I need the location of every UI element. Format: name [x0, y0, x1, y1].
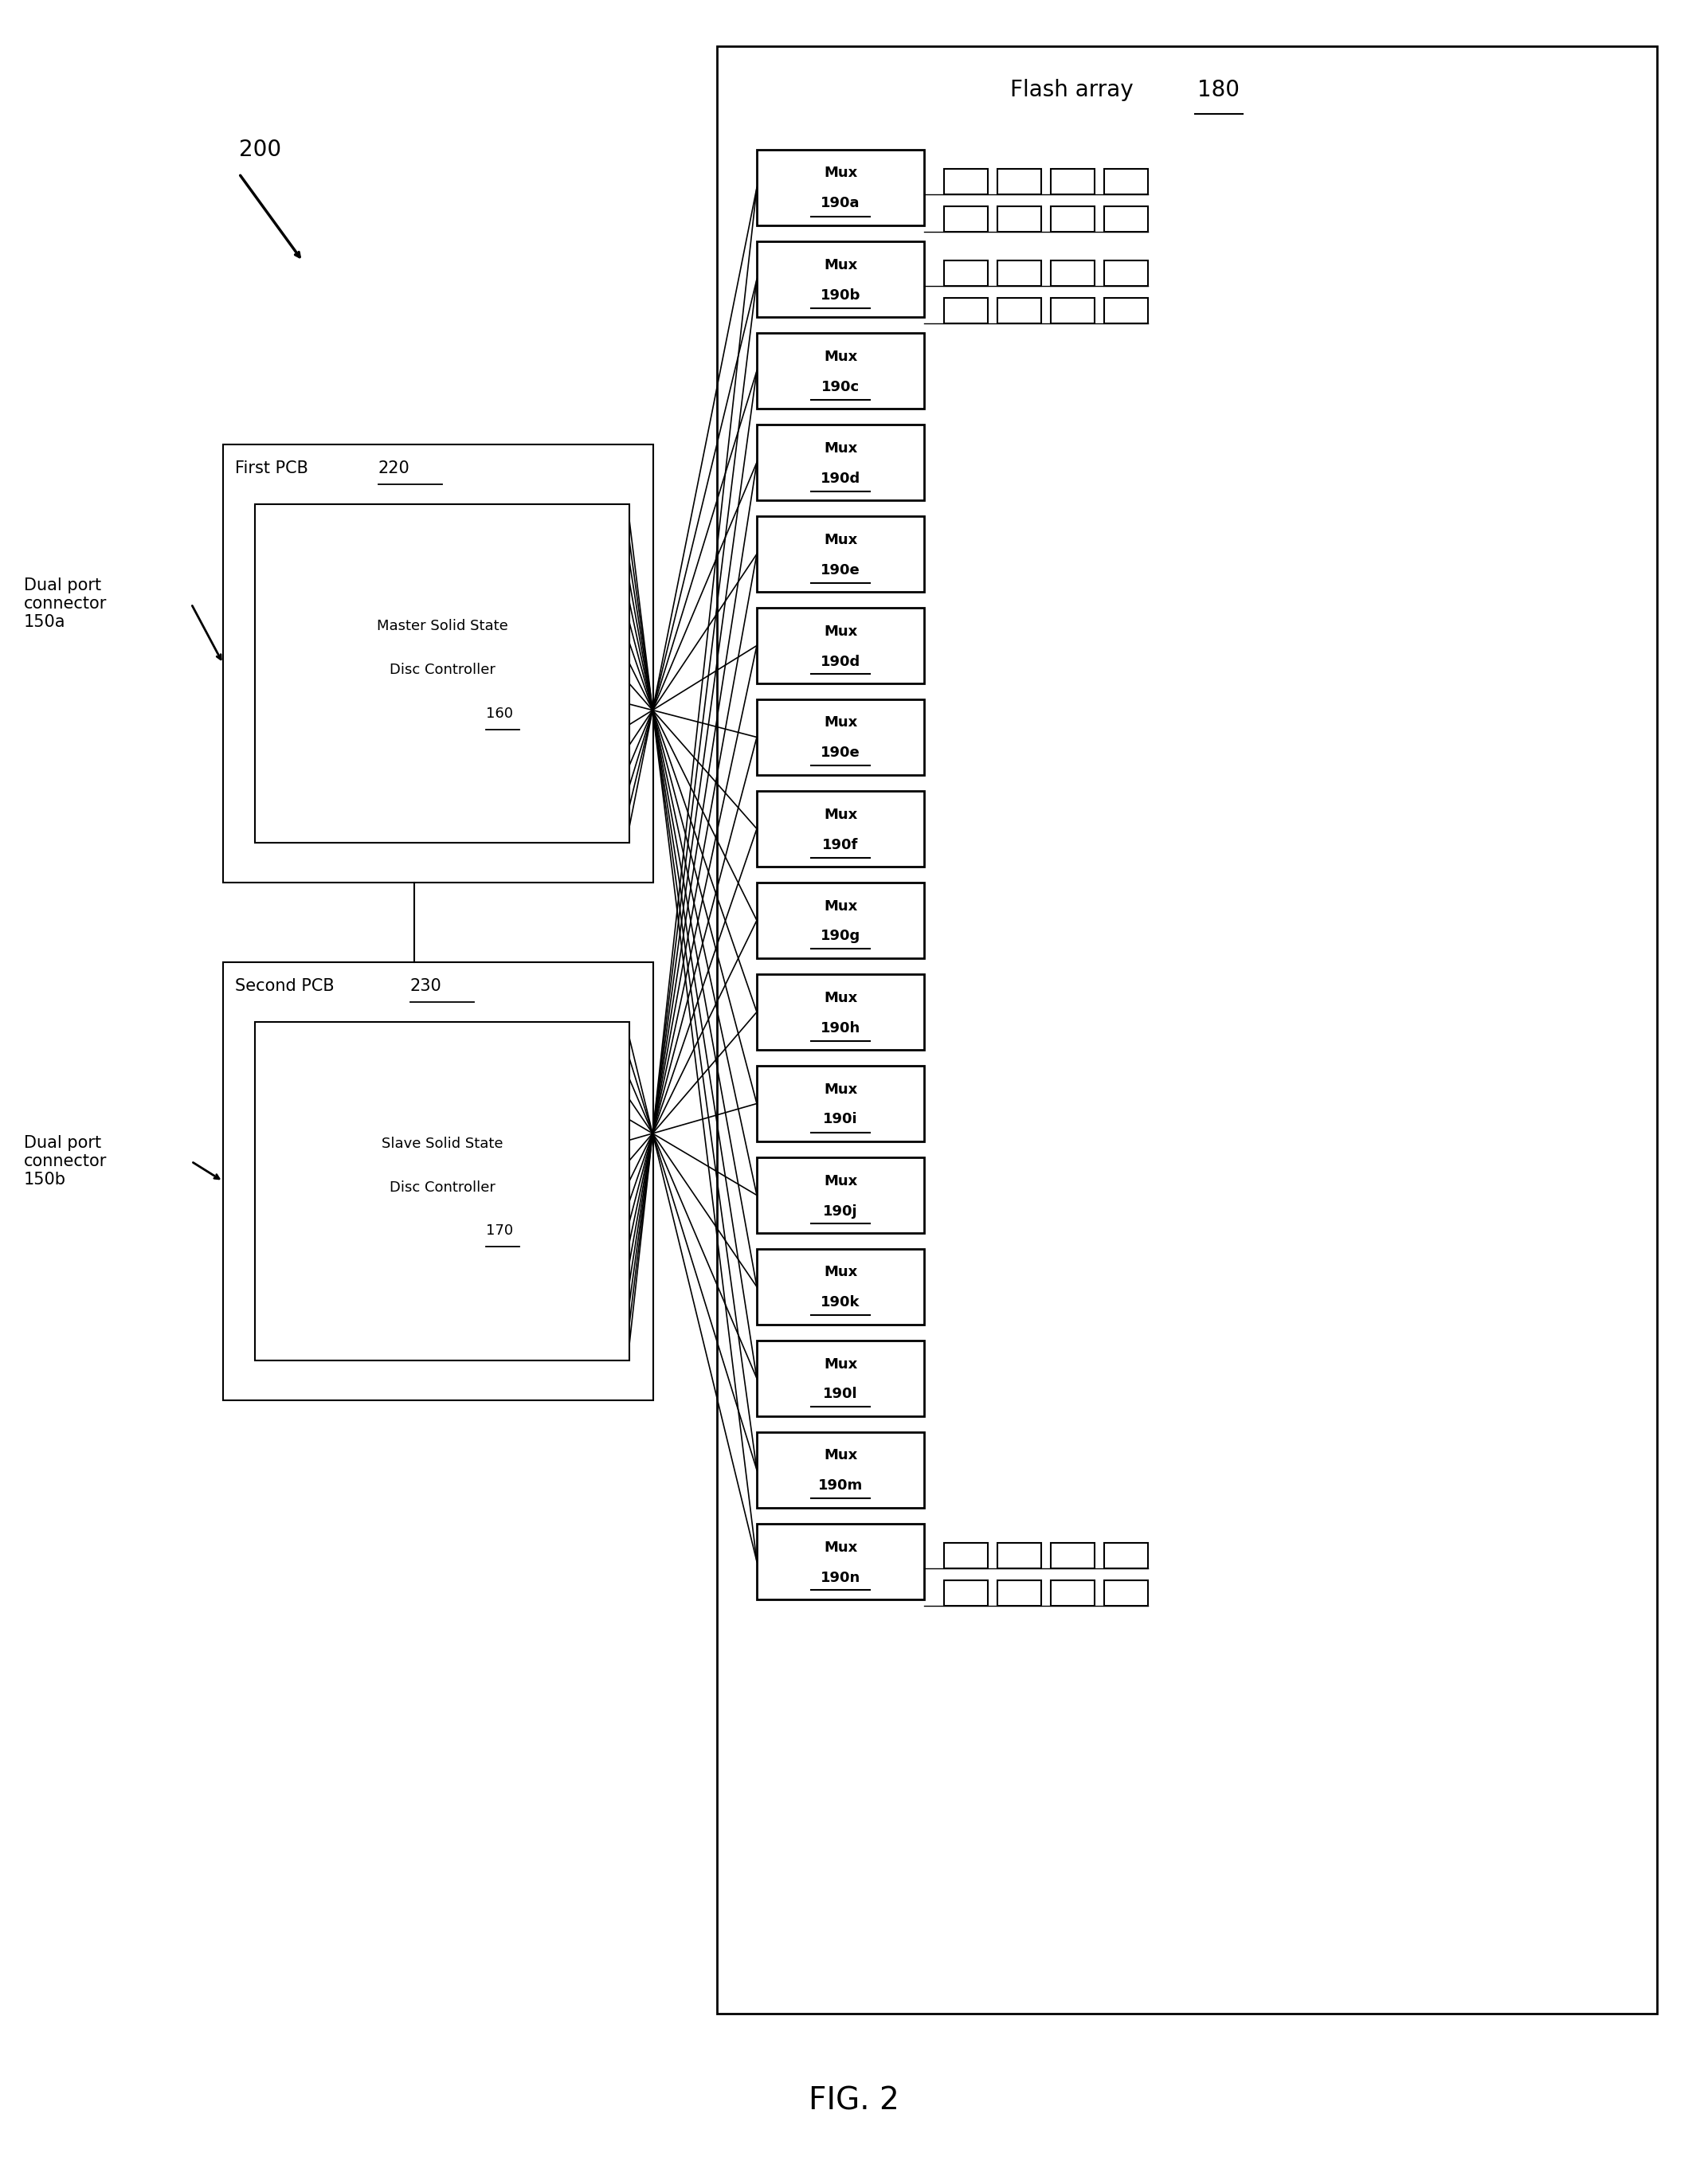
FancyBboxPatch shape: [997, 168, 1042, 194]
FancyBboxPatch shape: [1050, 168, 1095, 194]
Text: 190j: 190j: [823, 1204, 857, 1219]
FancyBboxPatch shape: [224, 962, 652, 1400]
Text: Flash array: Flash array: [1011, 80, 1141, 101]
Text: 190f: 190f: [822, 837, 859, 852]
FancyBboxPatch shape: [1103, 1581, 1148, 1605]
Text: Mux: Mux: [823, 1173, 857, 1189]
Text: 190e: 190e: [820, 563, 861, 578]
Text: Mux: Mux: [823, 1266, 857, 1279]
Text: Disc Controller: Disc Controller: [389, 662, 495, 677]
FancyBboxPatch shape: [945, 298, 987, 324]
Text: 200: 200: [239, 138, 282, 162]
FancyBboxPatch shape: [1103, 1542, 1148, 1568]
Text: 180: 180: [1197, 80, 1240, 101]
FancyBboxPatch shape: [757, 516, 924, 591]
Text: Slave Solid State: Slave Solid State: [381, 1137, 502, 1150]
FancyBboxPatch shape: [945, 1581, 987, 1605]
FancyBboxPatch shape: [1050, 261, 1095, 287]
FancyBboxPatch shape: [757, 792, 924, 867]
Text: 230: 230: [410, 977, 442, 994]
FancyBboxPatch shape: [1103, 207, 1148, 231]
FancyBboxPatch shape: [945, 207, 987, 231]
FancyBboxPatch shape: [757, 332, 924, 408]
FancyBboxPatch shape: [757, 149, 924, 226]
Text: 190i: 190i: [823, 1113, 857, 1126]
FancyBboxPatch shape: [757, 1523, 924, 1600]
Text: Mux: Mux: [823, 990, 857, 1005]
FancyBboxPatch shape: [945, 168, 987, 194]
Text: Mux: Mux: [823, 257, 857, 272]
FancyBboxPatch shape: [1050, 298, 1095, 324]
Text: 190l: 190l: [823, 1387, 857, 1402]
FancyBboxPatch shape: [1103, 298, 1148, 324]
FancyBboxPatch shape: [997, 1581, 1042, 1605]
Text: Second PCB: Second PCB: [236, 977, 345, 994]
Text: 190c: 190c: [822, 380, 859, 395]
Text: 190b: 190b: [820, 287, 861, 302]
Text: 170: 170: [487, 1223, 512, 1238]
Text: 220: 220: [379, 459, 410, 477]
Text: 190g: 190g: [820, 930, 861, 943]
FancyBboxPatch shape: [1103, 168, 1148, 194]
Text: Mux: Mux: [823, 1450, 857, 1462]
FancyBboxPatch shape: [254, 1022, 629, 1361]
FancyBboxPatch shape: [945, 261, 987, 287]
FancyBboxPatch shape: [757, 1249, 924, 1324]
Text: Mux: Mux: [823, 440, 857, 455]
FancyBboxPatch shape: [1050, 1581, 1095, 1605]
Text: Mux: Mux: [823, 349, 857, 365]
Text: 190k: 190k: [822, 1296, 861, 1309]
Text: Dual port
connector
150b: Dual port connector 150b: [24, 1135, 108, 1189]
Text: Dual port
connector
150a: Dual port connector 150a: [24, 578, 108, 630]
Text: Mux: Mux: [823, 807, 857, 822]
FancyBboxPatch shape: [997, 298, 1042, 324]
Text: FIG. 2: FIG. 2: [808, 2086, 900, 2116]
FancyBboxPatch shape: [945, 1542, 987, 1568]
FancyBboxPatch shape: [997, 1542, 1042, 1568]
Text: 190n: 190n: [820, 1570, 861, 1585]
Text: Master Solid State: Master Solid State: [376, 619, 507, 632]
FancyBboxPatch shape: [757, 882, 924, 958]
Text: 160: 160: [487, 705, 512, 720]
FancyBboxPatch shape: [757, 425, 924, 500]
Text: 190e: 190e: [820, 746, 861, 759]
FancyBboxPatch shape: [717, 45, 1657, 2015]
Text: Mux: Mux: [823, 533, 857, 548]
FancyBboxPatch shape: [1050, 207, 1095, 231]
FancyBboxPatch shape: [757, 975, 924, 1050]
FancyBboxPatch shape: [757, 242, 924, 317]
Text: Mux: Mux: [823, 166, 857, 181]
Text: First PCB: First PCB: [236, 459, 319, 477]
Text: 190h: 190h: [820, 1020, 861, 1035]
FancyBboxPatch shape: [757, 1158, 924, 1234]
Text: 190d: 190d: [820, 654, 861, 669]
Text: Disc Controller: Disc Controller: [389, 1180, 495, 1195]
FancyBboxPatch shape: [1050, 1542, 1095, 1568]
FancyBboxPatch shape: [224, 444, 652, 882]
Text: Mux: Mux: [823, 623, 857, 638]
FancyBboxPatch shape: [1103, 261, 1148, 287]
FancyBboxPatch shape: [757, 699, 924, 774]
Text: Mux: Mux: [823, 1083, 857, 1096]
FancyBboxPatch shape: [997, 261, 1042, 287]
Text: 190m: 190m: [818, 1480, 863, 1493]
Text: Mux: Mux: [823, 1357, 857, 1372]
Text: 190a: 190a: [822, 196, 861, 211]
FancyBboxPatch shape: [757, 608, 924, 684]
Text: Mux: Mux: [823, 1540, 857, 1555]
FancyBboxPatch shape: [757, 1432, 924, 1508]
FancyBboxPatch shape: [757, 1066, 924, 1141]
Text: Mux: Mux: [823, 899, 857, 912]
FancyBboxPatch shape: [997, 207, 1042, 231]
Text: Mux: Mux: [823, 716, 857, 729]
FancyBboxPatch shape: [757, 1339, 924, 1417]
Text: 190d: 190d: [820, 470, 861, 485]
FancyBboxPatch shape: [254, 505, 629, 843]
